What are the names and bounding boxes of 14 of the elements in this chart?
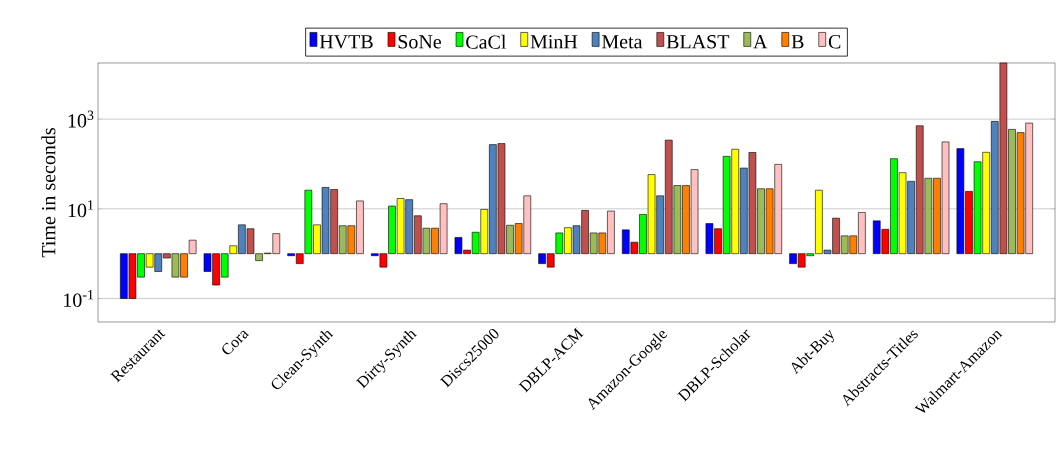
y-axis-title: Time in seconds — [41, 128, 56, 258]
y-tick-label: 10$^{-1}$ — [64, 290, 94, 308]
legend-label: C — [828, 35, 841, 49]
legend-label: BLAST — [666, 35, 730, 49]
legend-label: A — [753, 35, 768, 49]
legend-label: MinH — [530, 35, 578, 49]
legend-label: HVTB — [319, 35, 373, 49]
legend-label: B — [791, 35, 804, 49]
legend-label: CaCl — [466, 34, 507, 49]
y-tick-label: 10$^{1}$ — [68, 200, 94, 218]
y-tick-label: 10$^{3}$ — [68, 110, 94, 128]
legend-label: Meta — [602, 35, 643, 49]
x-tick-label: Cora — [222, 330, 250, 355]
legend-label: SoNe — [398, 35, 442, 49]
